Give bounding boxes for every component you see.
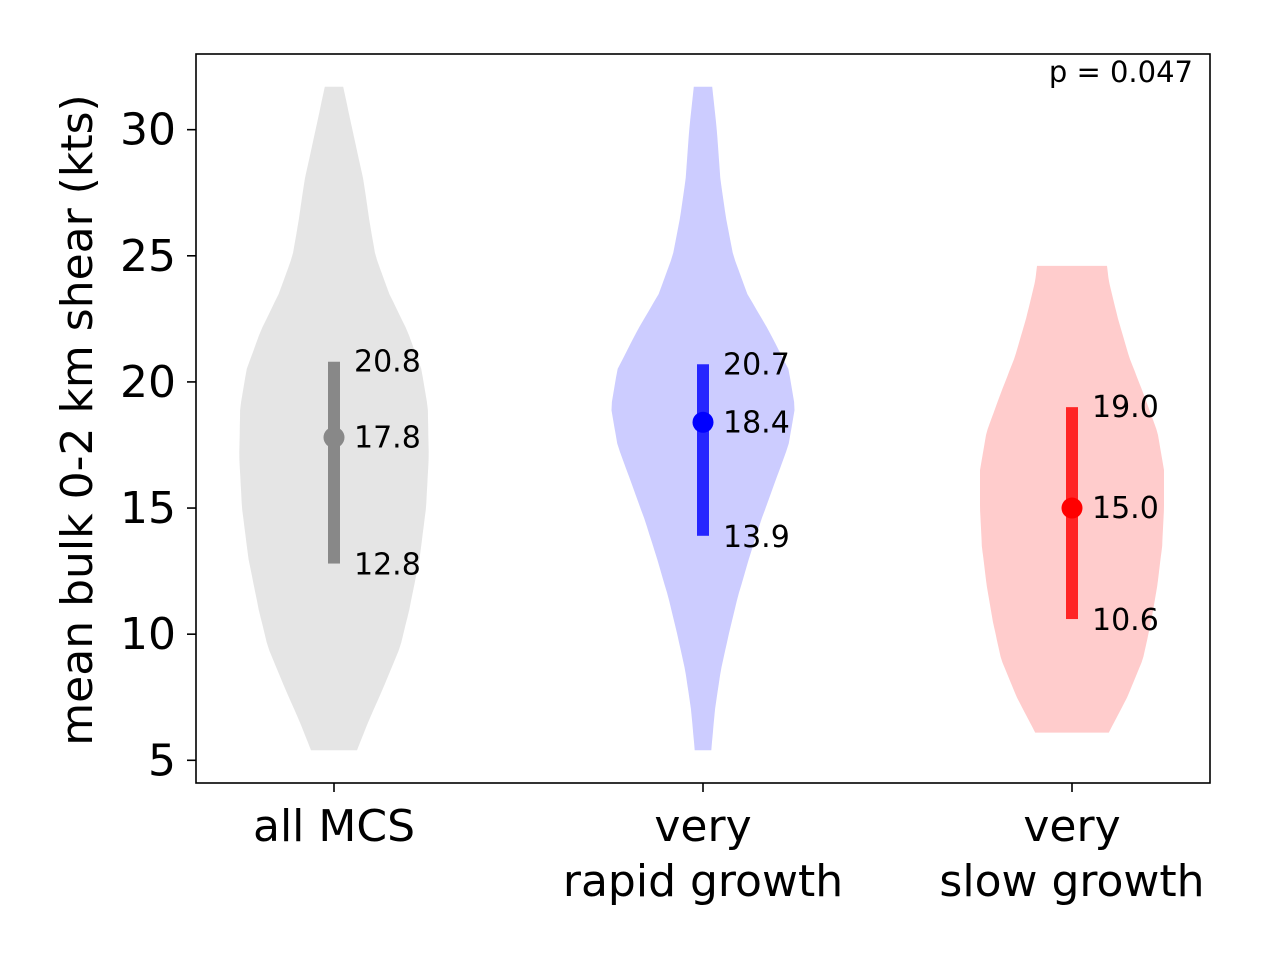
- x-tick-label: slow growth: [939, 856, 1204, 907]
- median-label: 17.8: [354, 420, 421, 455]
- y-tick-label: 25: [120, 231, 176, 282]
- x-tick-label: rapid growth: [563, 856, 843, 907]
- median-marker: [1061, 497, 1083, 519]
- x-tick-label: very: [654, 801, 751, 852]
- y-tick-label: 30: [120, 105, 176, 156]
- y-tick-label: 20: [120, 357, 176, 408]
- y-tick-label: 5: [148, 735, 176, 786]
- q3-label: 20.8: [354, 345, 421, 380]
- median-marker: [323, 426, 345, 448]
- q3-label: 19.0: [1092, 390, 1159, 425]
- x-tick-label: all MCS: [253, 801, 415, 852]
- q3-label: 20.7: [723, 347, 790, 382]
- y-axis-label: mean bulk 0-2 km shear (kts): [52, 94, 103, 745]
- x-tick-label: very: [1023, 801, 1120, 852]
- q1-label: 10.6: [1092, 603, 1159, 638]
- y-tick-label: 10: [120, 609, 176, 660]
- iqr-bar: [697, 364, 709, 536]
- q1-label: 13.9: [723, 520, 790, 555]
- iqr-bar: [328, 361, 340, 564]
- p-value-annotation: p = 0.047: [1049, 55, 1193, 89]
- median-marker: [692, 411, 714, 433]
- median-label: 18.4: [723, 405, 790, 440]
- q1-label: 12.8: [354, 548, 421, 583]
- median-label: 15.0: [1092, 491, 1159, 526]
- plot-area: 20.8 17.8 12.8 20.7 18.4 13.9 19.0 15.0 10.6: [239, 86, 1164, 751]
- y-tick-label: 15: [120, 483, 176, 534]
